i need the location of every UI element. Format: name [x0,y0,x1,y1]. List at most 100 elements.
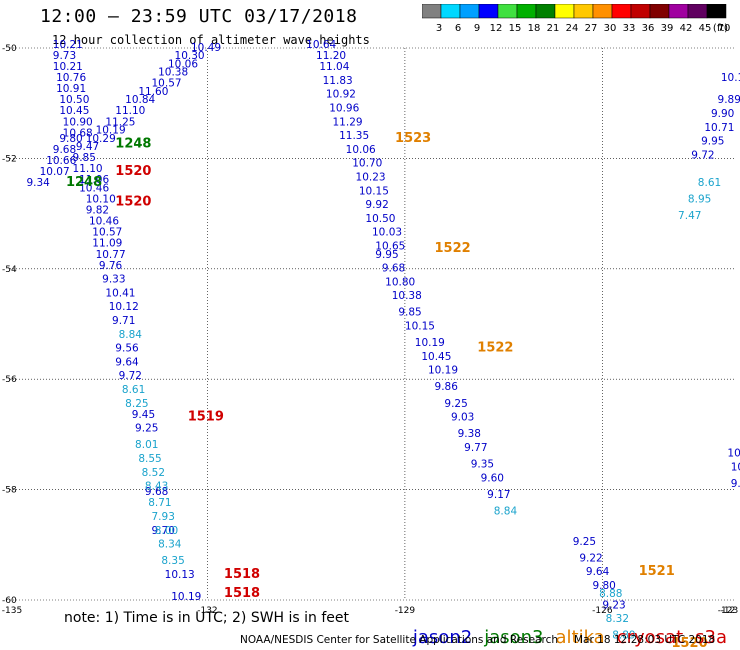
wave-height-point: 9.38 [458,428,481,440]
wave-height-point: 8.32 [606,613,629,625]
wave-height-point: 8.00 [155,525,178,537]
track-time-label: 1522 [435,241,471,256]
wave-height-point: 8.61 [122,384,145,396]
wave-height-point: 9.25 [444,398,467,410]
wave-height-point: 10.70 [352,158,382,170]
legend-cryosat: cryosat [616,627,684,648]
track-time-label: 1520 [115,194,151,209]
wave-height-point: 9.72 [691,149,714,161]
colorbar-label: 36 [642,23,655,34]
wave-height-point: 10.19 [96,125,126,137]
colorbar-label: 30 [604,23,617,34]
legend-jason3: jason3 [484,627,544,648]
wave-height-point: 10.45 [59,105,89,117]
wave-height-point: 10.64 [306,39,336,51]
wave-height-point: 8.52 [142,467,165,479]
wave-height-point: 9.68 [382,263,405,275]
footer-timestamp: Mar 18 12:28:03 UTC 2018 [574,634,716,646]
track-time-label: 1518 [224,586,260,601]
wave-height-point: 9.76 [99,260,123,272]
track-time-label: 1248 [66,175,102,190]
wave-height-point: 11.29 [333,116,363,128]
legend-s3a: s3a [695,627,728,648]
legend-altika: altika [555,627,605,648]
wave-height-point: 10.68 [63,127,93,139]
wave-height-point: 10.03 [372,227,402,239]
wave-height-point: 9.23 [602,599,625,611]
wave-height-point: 9.73 [53,50,76,62]
wave-height-point: 8.34 [158,539,182,551]
wave-height-point: 9.25 [135,423,158,435]
wave-height-point: 9.89 [718,94,740,106]
wave-height-point: 10.90 [63,116,93,128]
footer: NOAA/NESDIS Center for Satellite Applica… [240,634,715,646]
track-time-label: 1521 [639,564,675,579]
wave-height-point: 10.06 [346,144,376,156]
track-time-label: 1520 [671,636,707,650]
wave-height-point: 10.17 [721,72,740,84]
colorbar-label: 70 [718,23,731,34]
wave-height-point: 11.60 [138,86,168,98]
wave-height-point: 7.93 [152,511,175,523]
wave-height-point: 10.50 [59,94,89,106]
wave-height-point: 10.41 [105,287,135,299]
wave-height-point: 10.12 [109,301,139,313]
wave-height-point: 8.43 [145,481,168,493]
wave-height-point: 10.21 [53,61,83,73]
wave-height-point: 9.64 [586,566,610,578]
wave-height-point: 11.06 [79,174,109,186]
wave-height-point: 9.95 [701,136,724,148]
wave-height-point: 9.77 [464,442,487,454]
wave-height-point: 10.21 [53,39,83,51]
colorbar-swatch [706,4,727,19]
wave-height-point: 9.68 [53,144,76,156]
legend-jason2: jason2 [412,627,473,648]
colorbar-label: 18 [528,23,541,34]
wave-height-point: 8.71 [148,497,171,509]
wave-height-point: 11.09 [92,238,122,250]
wave-height-point: 10.65 [375,240,405,252]
wave-height-point: 10.46 [79,183,109,195]
wave-height-point: 9.70 [152,525,175,537]
wave-height-point: 7.47 [678,210,701,222]
wave-height-point: 10 [727,447,740,459]
note-text: note: 1) Time is in UTC; 2) SWH is in fe… [64,610,350,626]
wave-height-point: 8.95 [688,194,711,206]
wave-height-point: 9.90 [711,108,734,120]
wave-height-point: 10.91 [56,83,86,95]
wave-height-point: 8.35 [161,555,184,567]
wave-height-point: 9.95 [375,249,398,261]
satellite-legend: jason2 jason3 altika cryosat s3a [390,606,739,650]
wave-height-point: 9.7 [731,478,740,490]
wave-height-point: 10.38 [158,67,188,79]
colorbar-label: 9 [474,23,480,34]
colorbar-label: 45 [699,23,712,34]
wave-height-point: 8.84 [119,329,143,341]
y-tick-label: -52 [2,154,17,164]
track-time-label: 1248 [115,136,151,151]
wave-height-point: 9.80 [592,580,615,592]
wave-height-point: 9.80 [59,133,82,145]
wave-height-point: 10.84 [125,94,155,106]
wave-height-point: 11.35 [339,130,369,142]
colorbar-label: 15 [509,23,522,34]
wave-height-point: 8.25 [125,398,148,410]
wave-height-point: 9.92 [365,199,388,211]
wave-height-point: 11.25 [105,116,135,128]
wave-height-point: 10.07 [40,166,70,178]
wave-height-point: 9.85 [398,307,421,319]
wave-height-point: 10.49 [191,42,221,54]
colorbar-label: 33 [623,23,636,34]
wave-height-point: 10.96 [329,102,359,114]
chart-title: 12:00 – 23:59 UTC 03/17/2018 [40,6,358,27]
wave-height-point: 10.66 [46,155,76,167]
wave-height-point: 9.86 [435,381,459,393]
wave-height-point: 9.34 [26,177,50,189]
wave-height-point: 10.77 [96,249,126,261]
wave-height-point: 9.82 [86,205,109,217]
wave-height-point: 9.22 [579,552,602,564]
wave-height-point: 9.35 [471,459,494,471]
wave-height-point: 10.06 [168,58,198,70]
wave-height-point: 10.46 [89,216,119,228]
